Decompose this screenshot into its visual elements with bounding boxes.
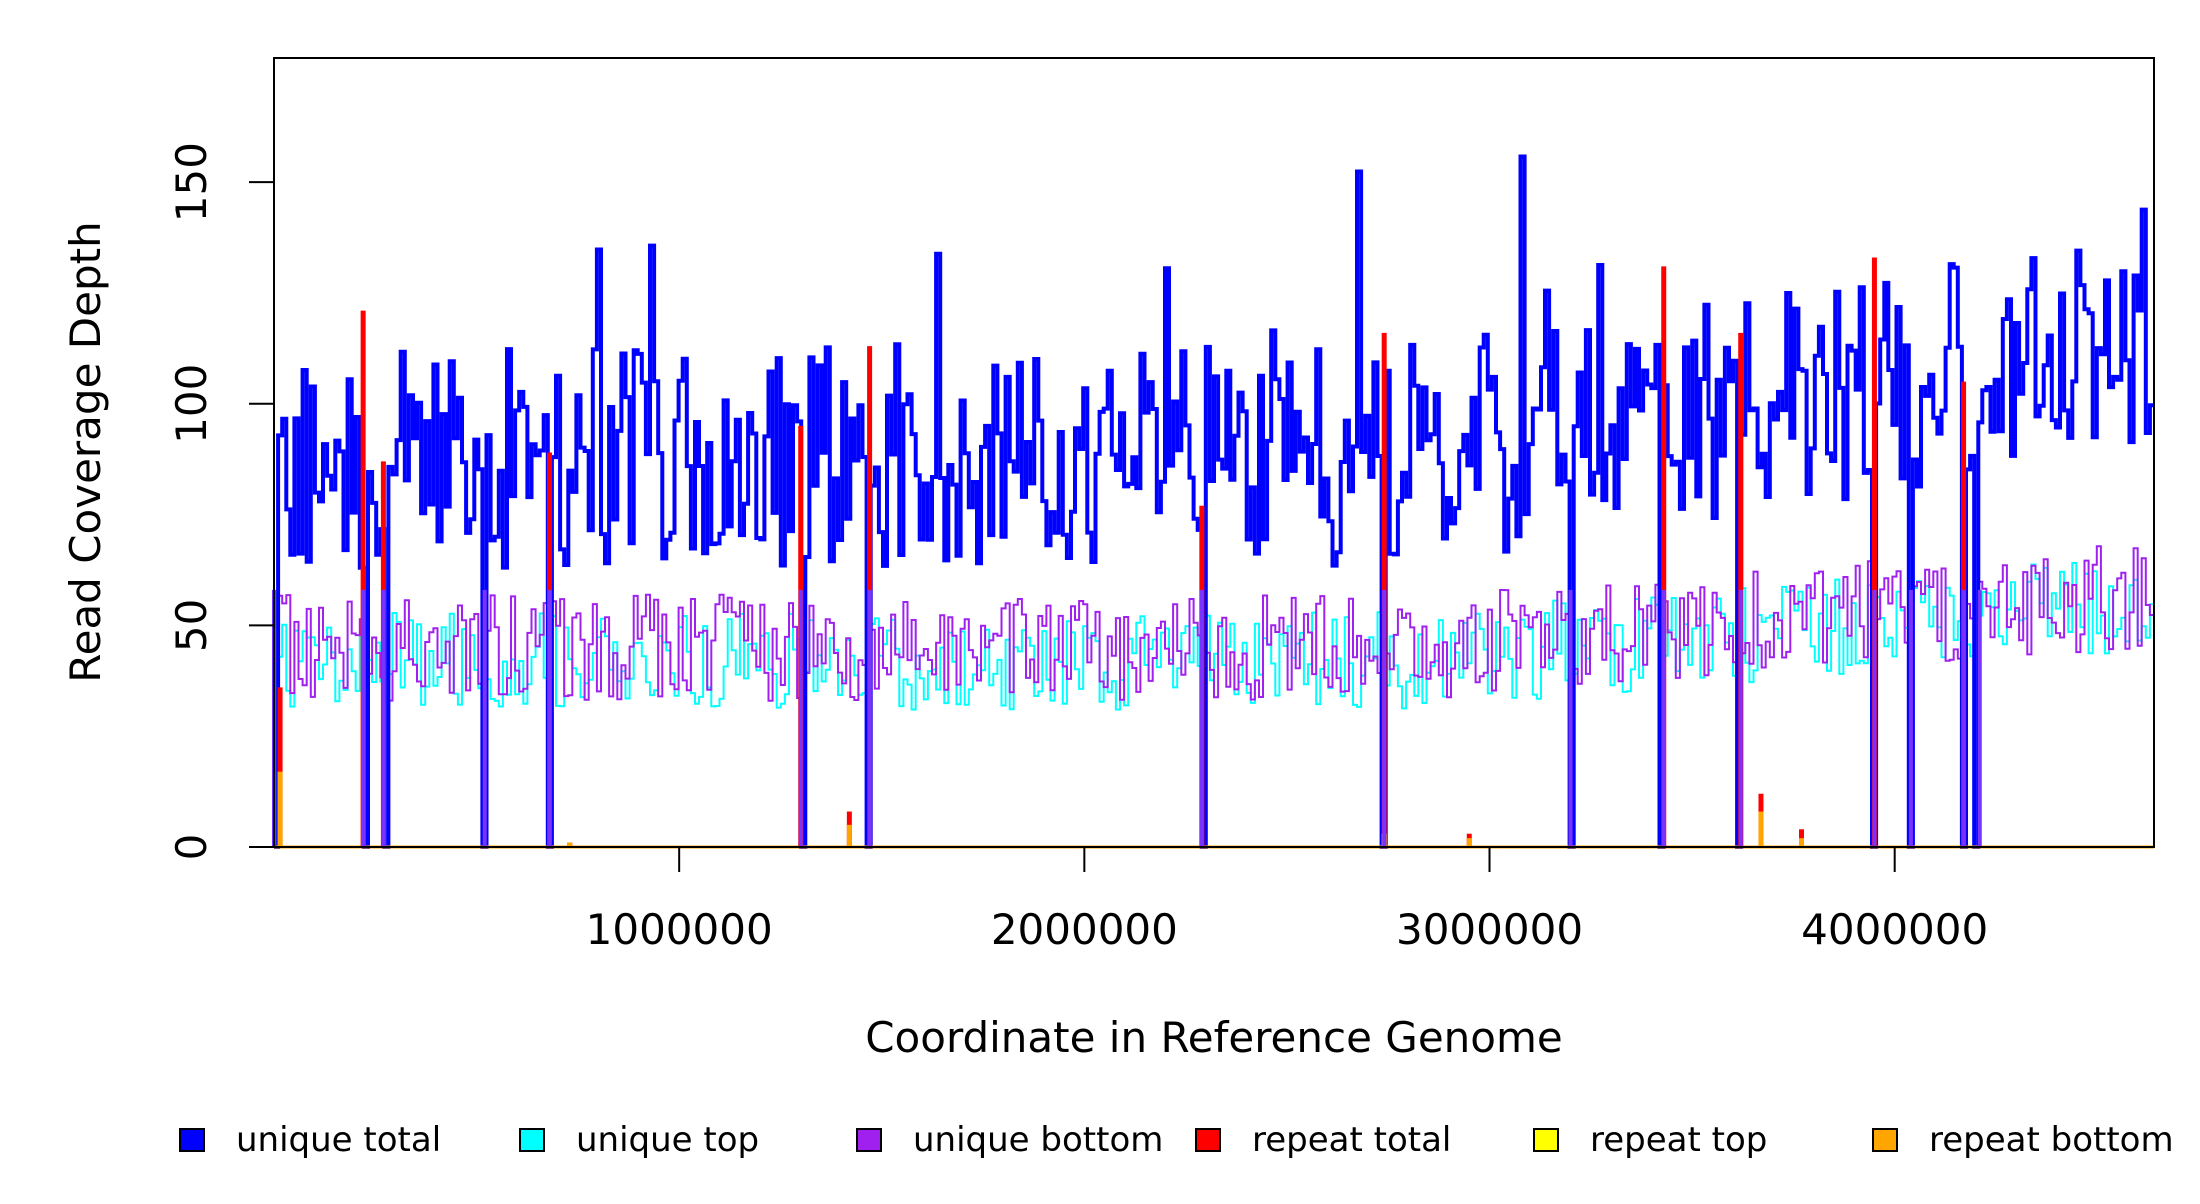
legend-item: unique bottom: [856, 1120, 1163, 1160]
y-tick-label: 0: [167, 834, 216, 861]
legend-item: unique total: [179, 1120, 441, 1160]
series-unique-bottom: [274, 545, 2154, 848]
legend-label: unique total: [236, 1120, 441, 1160]
legend-item: repeat bottom: [1872, 1120, 2174, 1160]
x-tick-label: 4000000: [1801, 905, 1988, 954]
y-tick-label: 100: [167, 364, 216, 444]
x-tick-label: 3000000: [1396, 905, 1583, 954]
legend-label: unique top: [576, 1120, 759, 1160]
legend-label: unique bottom: [913, 1120, 1163, 1160]
legend-swatch: [519, 1128, 545, 1152]
legend-swatch: [1533, 1128, 1559, 1152]
legend-label: repeat top: [1590, 1120, 1767, 1160]
legend-item: repeat total: [1195, 1120, 1451, 1160]
y-tick-label: 150: [167, 142, 216, 222]
y-axis-label: Read Coverage Depth: [61, 221, 110, 682]
y-tick-label: 50: [167, 599, 216, 652]
legend-label: repeat total: [1252, 1120, 1451, 1160]
legend: unique total unique top unique bottom repea…: [179, 1120, 2174, 1160]
legend-swatch: [1195, 1128, 1221, 1152]
legend-item: unique top: [519, 1120, 759, 1160]
x-tick-label: 1000000: [586, 905, 773, 954]
x-tick-label: 2000000: [991, 905, 1178, 954]
axes-layer: 1000000 2000000 3000000 4000000 0 50 100 150: [167, 142, 1988, 954]
legend-swatch: [856, 1128, 882, 1152]
legend-item: repeat top: [1533, 1120, 1767, 1160]
series-unique-total: [274, 154, 2154, 849]
x-axis-label: Coordinate in Reference Genome: [865, 1013, 1563, 1062]
legend-swatch: [179, 1128, 205, 1152]
legend-swatch: [1872, 1128, 1898, 1152]
series-layer: [272, 154, 2154, 849]
legend-label: repeat bottom: [1929, 1120, 2174, 1160]
